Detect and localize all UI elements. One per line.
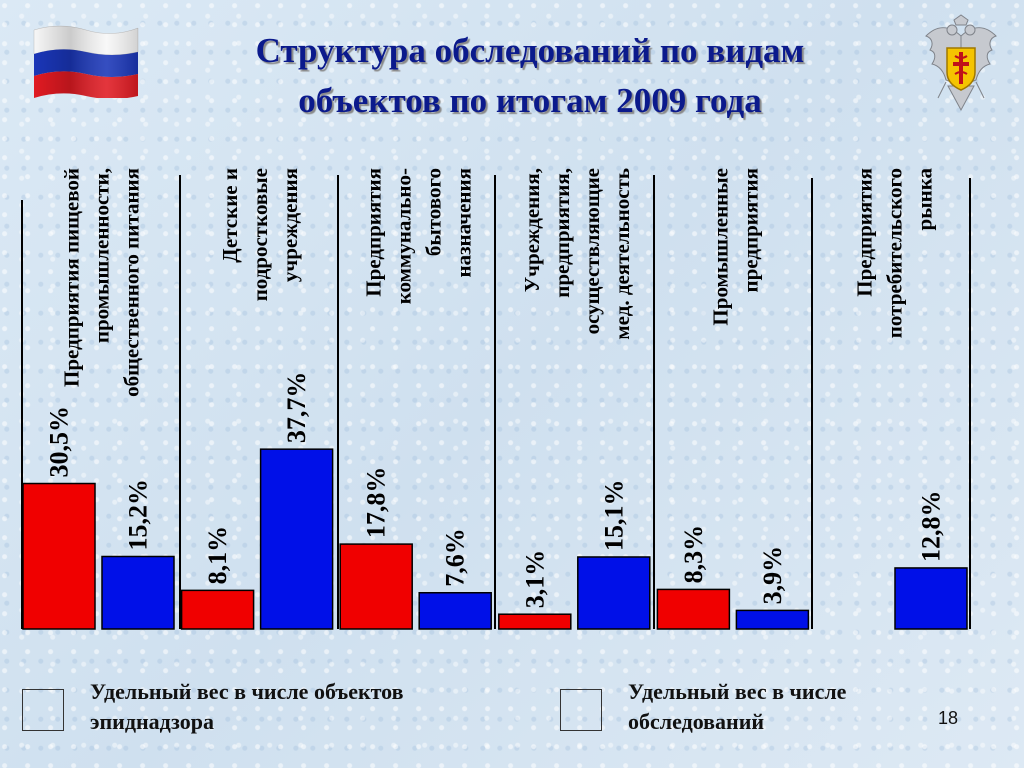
- category-label: осуществляющие: [580, 168, 604, 334]
- bar-value-label: 15,2%: [124, 479, 153, 551]
- category-label: Предприятия: [852, 168, 876, 297]
- category-label: промышленности,: [89, 168, 113, 343]
- legend-label-epidnadzor: Удельный вес в числе объектов эпиднадзор…: [90, 677, 404, 737]
- bar-red: [498, 613, 572, 630]
- legend-label-line: эпиднадзора: [90, 709, 215, 734]
- legend-swatch-blue: [560, 689, 602, 731]
- title-line-1: Структура обследований по видам: [255, 31, 805, 70]
- category-label: предприятия: [739, 168, 763, 292]
- bar-value-label: 7,6%: [441, 528, 470, 587]
- category-label: предприятия,: [550, 168, 574, 298]
- title-line-2: объектов по итогам 2009 года: [298, 81, 762, 120]
- legend-label-line: обследований: [628, 709, 765, 734]
- category-label: Промышленные: [709, 168, 733, 326]
- category-label: Детские и: [218, 168, 242, 263]
- legend-label-line: Удельный вес в числе объектов: [90, 679, 404, 704]
- bar-value-label: 12,8%: [917, 490, 946, 562]
- category-label: мед. деятельность: [610, 168, 634, 340]
- legend-swatch-red: [22, 689, 64, 731]
- legend-label-obsledovaniya: Удельный вес в числе обследований: [628, 677, 846, 737]
- bar-blue: [101, 555, 175, 630]
- category-label: учреждения: [278, 168, 302, 282]
- category-label: потребительского: [882, 168, 906, 338]
- bar-value-label: 37,7%: [282, 372, 311, 444]
- category-label: рынка: [912, 168, 936, 231]
- bar-blue: [259, 448, 334, 630]
- bar-red: [22, 482, 96, 630]
- bar-value-label: 3,9%: [758, 546, 787, 605]
- category-label: назначения: [452, 168, 476, 278]
- bar-value-label: 8,3%: [679, 525, 708, 584]
- category-label: Предприятия пищевой: [59, 168, 83, 387]
- category-label: бытового: [422, 168, 446, 256]
- bar-red: [180, 589, 255, 630]
- bar-red: [339, 543, 413, 630]
- category-label: коммунально-: [392, 168, 416, 304]
- bar-blue: [894, 567, 968, 630]
- bar-blue: [418, 591, 492, 630]
- bar-blue: [735, 609, 810, 630]
- category-label: подростковые: [248, 168, 272, 301]
- page-title: Структура обследований по видам объектов…: [160, 26, 900, 126]
- category-label: Учреждения,: [520, 168, 544, 292]
- category-label: Предприятия: [362, 168, 386, 297]
- category-label: общественного питания: [119, 168, 143, 397]
- page-number: 18: [938, 708, 959, 728]
- bar-value-label: 30,5%: [45, 406, 74, 478]
- bar-value-label: 17,8%: [362, 467, 391, 539]
- bar-value-label: 15,1%: [599, 479, 628, 551]
- bar-value-label: 3,1%: [520, 550, 549, 609]
- bar-red: [656, 588, 731, 630]
- bar-blue: [577, 556, 651, 630]
- legend-label-line: Удельный вес в числе: [628, 679, 847, 704]
- russian-flag-icon: [33, 25, 139, 98]
- bar-value-label: 8,1%: [203, 526, 232, 585]
- rospotrebnadzor-emblem-icon: [925, 14, 997, 112]
